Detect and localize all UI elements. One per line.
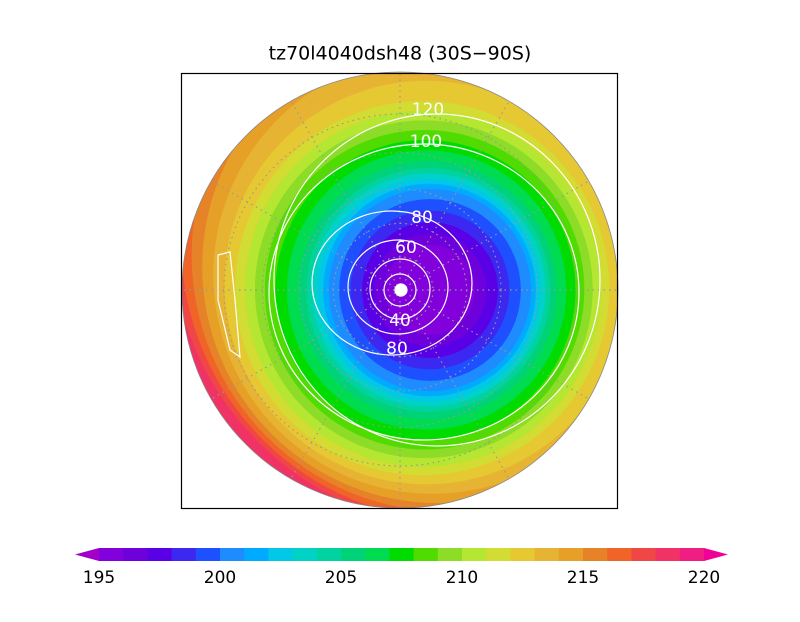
meridian (399, 289, 510, 480)
colorbar-box (365, 548, 390, 561)
meridian (210, 180, 401, 291)
colorbar-box (292, 548, 318, 561)
colorbar-box (123, 548, 148, 561)
contour-label: 80 (411, 208, 433, 228)
colorbar-box (244, 548, 269, 561)
map-frame (180, 72, 619, 510)
colorbar-box (413, 548, 439, 561)
contour (268, 143, 580, 441)
colorbar-box (462, 548, 487, 561)
colorbar-box (195, 548, 221, 561)
colorbar-box (220, 548, 245, 561)
colorbar-box (655, 548, 681, 561)
contour-label: 60 (395, 238, 417, 258)
meridian (210, 289, 401, 400)
contour-label: 100 (410, 132, 442, 152)
colorbar-box (389, 548, 415, 561)
colorbar-box (316, 548, 342, 561)
colorbar-box (99, 548, 124, 561)
parallel (298, 188, 502, 392)
colorbar-box (631, 548, 657, 561)
colorbar-box (510, 548, 536, 561)
meridian (399, 100, 510, 291)
colorbar-box (341, 548, 366, 561)
contour (383, 273, 417, 307)
colorbar-box (486, 548, 511, 561)
colorbar-tick-label: 210 (446, 568, 478, 588)
colorbar-tick-label: 195 (83, 568, 115, 588)
contour (369, 258, 431, 320)
colorbar-box (147, 548, 173, 561)
colorbar-over (704, 548, 728, 561)
map-title: tz70l4040dsh48 (30S−90S) (269, 43, 532, 65)
colorbar-tick-label: 220 (688, 568, 720, 588)
meridian (399, 180, 590, 291)
meridian (399, 289, 590, 400)
colorbar-tick-label: 205 (325, 568, 357, 588)
temperature-field (182, 72, 618, 508)
colorbar-tick-label: 200 (204, 568, 236, 588)
meridian (290, 100, 401, 291)
contour (273, 113, 601, 447)
colorbar-box (583, 548, 608, 561)
colorbar-box (437, 548, 463, 561)
meridian (290, 289, 401, 480)
contours (217, 113, 601, 447)
contour (217, 251, 241, 359)
colorbar-box (534, 548, 560, 561)
contour (311, 210, 473, 356)
colorbar-box (679, 548, 705, 561)
contour (347, 239, 449, 335)
contour-label: 40 (389, 311, 411, 331)
colorbar: 195 200 205 210 215 220 (75, 548, 728, 588)
contour-label: 80 (386, 339, 408, 359)
colorbar-tick-label: 215 (567, 568, 599, 588)
colorbar-box (268, 548, 294, 561)
colorbar-box (558, 548, 584, 561)
colorbar-under (75, 548, 99, 561)
colorbar-box (607, 548, 632, 561)
contour (394, 283, 408, 297)
colorbar-box (171, 548, 197, 561)
contour-label: 120 (412, 100, 444, 120)
